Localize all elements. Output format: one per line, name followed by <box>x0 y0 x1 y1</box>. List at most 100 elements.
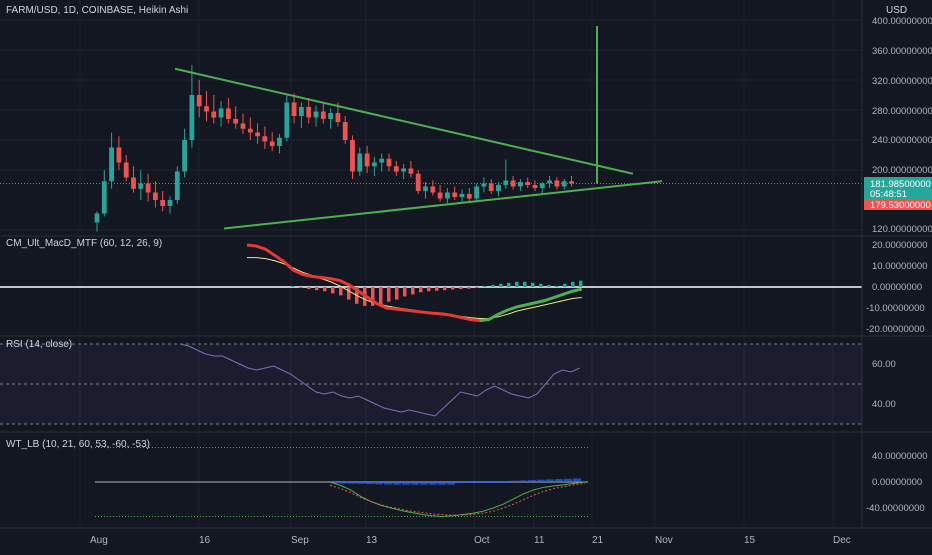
macd-histogram-bar <box>379 287 383 305</box>
candle-body <box>153 192 158 200</box>
candle-body <box>167 200 173 206</box>
macd-histogram-bar <box>427 287 431 292</box>
wt-axis[interactable]: 40.00000000 0.00000000 -40.00000000 <box>866 451 927 514</box>
currency-label: USD <box>886 5 907 16</box>
candle-body <box>452 192 458 197</box>
wt-tick-label: 0.00000000 <box>872 477 922 488</box>
macd-histogram-bar <box>339 287 343 296</box>
macd-tick-label: -20.00000000 <box>866 324 925 335</box>
macd-tick-label: 20.00000000 <box>872 240 927 251</box>
wt-histogram-bar <box>546 479 554 482</box>
candle-body <box>525 182 531 185</box>
price-axis[interactable]: 400.00000000 360.00000000 320.00000000 2… <box>872 16 932 235</box>
time-tick-label: 16 <box>199 535 211 546</box>
candle-body <box>313 111 319 118</box>
candle-body <box>488 183 494 191</box>
candle-body <box>226 108 231 119</box>
time-tick-label: Sep <box>291 535 309 546</box>
wt-histogram-bar <box>420 482 428 485</box>
wt-histogram-bar <box>375 482 383 485</box>
wt-histogram-bar <box>429 482 437 485</box>
time-tick-label: Aug <box>90 535 108 546</box>
candle-body <box>328 113 333 119</box>
time-tick-label: 13 <box>366 535 378 546</box>
macd-title: CM_Ult_MacD_MTF (60, 12, 26, 9) <box>6 238 162 249</box>
wt-histogram-bar <box>501 482 509 483</box>
candle-body <box>466 194 472 199</box>
candle-body <box>554 180 560 187</box>
macd-histogram-bar <box>507 282 511 287</box>
macd-histogram-bar <box>579 280 583 287</box>
macd-histogram-bar <box>411 287 415 295</box>
macd-histogram-bar <box>515 281 519 287</box>
macd-histogram-bar <box>563 283 567 287</box>
wt-title: WT_LB (10, 21, 60, 53, -60, -53) <box>6 439 150 450</box>
macd-histogram-bar <box>443 287 447 291</box>
candle-body <box>437 192 443 199</box>
low-price-value: 179.53000000 <box>870 200 931 211</box>
wt-histogram-bar <box>438 482 446 485</box>
candle-body <box>386 158 392 167</box>
candle-body <box>262 136 268 142</box>
price-tick-label: 360.00000000 <box>872 46 932 57</box>
candle-body <box>503 180 509 185</box>
rsi-axis[interactable]: 60.00 40.00 <box>872 359 896 410</box>
time-axis[interactable]: Aug 16 Sep 13 Oct 11 21 Nov 15 Dec <box>90 535 851 546</box>
candle-body <box>481 183 487 187</box>
candle-body <box>255 132 260 137</box>
price-tick-label: 320.00000000 <box>872 76 932 87</box>
candle-body <box>518 182 523 187</box>
rsi-title: RSI (14, close) <box>6 339 72 350</box>
price-tick-label: 120.00000000 <box>872 224 932 235</box>
price-tick-label: 280.00000000 <box>872 106 932 117</box>
candle-body <box>204 106 209 112</box>
macd-histogram-bar <box>307 287 311 290</box>
rsi-band-background <box>0 344 862 424</box>
wt-histogram-bar <box>393 482 401 485</box>
wt-histogram-bar <box>366 482 374 485</box>
macd-histogram-bar <box>451 287 455 290</box>
candle-body <box>109 147 114 182</box>
candle-body <box>393 166 399 172</box>
candle-body <box>138 183 144 189</box>
wt-histogram-bar <box>483 482 491 483</box>
time-tick-label: Dec <box>833 535 851 546</box>
wt-histogram-bar <box>330 482 338 484</box>
macd-histogram-bar <box>459 287 463 290</box>
candle-body <box>174 171 180 200</box>
candle-body <box>196 95 202 107</box>
rsi-line <box>179 343 580 417</box>
candle-body <box>430 186 436 193</box>
grid <box>0 0 932 528</box>
candle-body <box>189 95 195 140</box>
candle-body <box>569 181 574 184</box>
time-tick-label: Nov <box>655 535 673 546</box>
candle-body <box>218 108 224 118</box>
wt-histogram-bar <box>474 482 482 483</box>
candle-body <box>401 168 406 172</box>
candle-body <box>131 177 136 189</box>
candle-body <box>423 186 428 191</box>
wt-histogram-bar <box>528 480 536 482</box>
candle-body <box>182 140 187 172</box>
macd-histogram-bar <box>539 283 543 287</box>
candle-body <box>247 128 253 133</box>
wt-tick-label: 40.00000000 <box>872 451 927 462</box>
macd-histogram-bar <box>291 285 295 287</box>
rsi-tick-label: 40.00 <box>872 399 896 410</box>
macd-axis[interactable]: 20.00000000 10.00000000 0.00000000 -10.0… <box>866 240 927 335</box>
candle-body <box>415 173 421 191</box>
wt-histogram-bar <box>384 482 392 485</box>
trendline-upper <box>174 67 634 175</box>
candle-body <box>408 168 414 174</box>
candle-body <box>445 192 450 199</box>
price-tick-label: 200.00000000 <box>872 165 932 176</box>
candle-body <box>145 183 151 193</box>
candle-body <box>379 158 385 163</box>
time-tick-label: 15 <box>744 535 756 546</box>
panes <box>0 26 862 517</box>
candle-body <box>459 194 465 197</box>
macd-histogram-bar <box>547 284 551 287</box>
